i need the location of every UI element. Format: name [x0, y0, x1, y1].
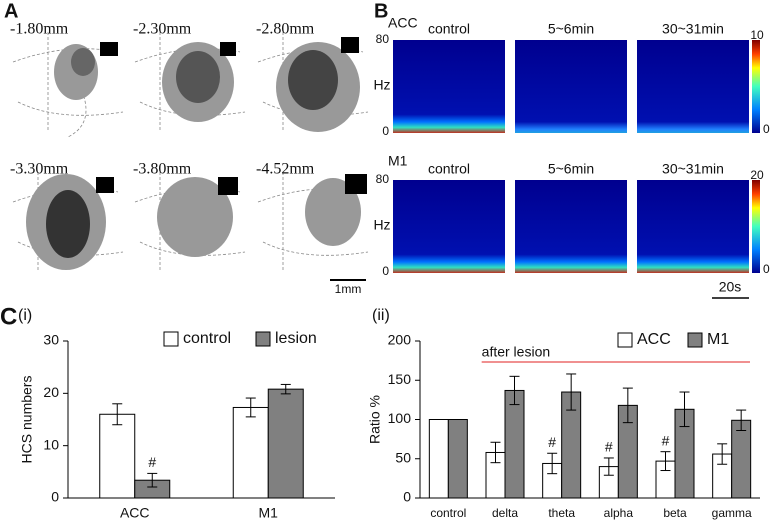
- column-label: 30~31min: [662, 161, 724, 177]
- column-label: 5~6min: [548, 21, 594, 37]
- y-tick-label: 0: [51, 489, 59, 505]
- annotation: #: [605, 439, 613, 455]
- spectrogram: [393, 180, 505, 273]
- y-axis-label: Ratio %: [367, 395, 383, 444]
- column-label: 5~6min: [548, 161, 594, 177]
- chart-label: (i): [18, 307, 32, 324]
- annotation: #: [662, 432, 670, 448]
- y-tick-label: 150: [388, 371, 412, 387]
- atlas-tiles: [12, 32, 369, 272]
- section-label: -1.80mm: [10, 21, 69, 38]
- spectrogram: [393, 40, 505, 133]
- bar: [232, 406, 269, 499]
- colorbar-label: 20: [750, 168, 764, 182]
- annotation: #: [548, 434, 556, 450]
- section-label: -4.52mm: [256, 161, 315, 178]
- y-tick-label: 0: [382, 264, 389, 278]
- legend-label: lesion: [275, 330, 317, 347]
- x-tick-label: delta: [492, 506, 518, 520]
- column-label: control: [428, 161, 470, 177]
- spectrogram: [637, 180, 749, 273]
- column-label: 30~31min: [662, 21, 724, 37]
- column-label: control: [428, 21, 470, 37]
- y-tick-label: 20: [43, 384, 59, 400]
- y-tick-label: 80: [376, 172, 390, 186]
- x-tick-label: ACC: [120, 505, 150, 521]
- colorbar-label: 0: [763, 262, 770, 276]
- x-tick-label: control: [430, 506, 466, 520]
- bar: [428, 419, 449, 499]
- y-tick-label: 0: [382, 124, 389, 138]
- spectrogram: [637, 40, 749, 133]
- colorbar: [752, 180, 760, 273]
- y-axis-label: Hz: [373, 77, 390, 93]
- legend-swatch: [687, 332, 703, 348]
- y-tick-label: 200: [388, 332, 412, 348]
- panel-letter: A: [4, 0, 18, 22]
- panel-letter: C: [0, 303, 17, 330]
- section-label: -3.80mm: [133, 161, 192, 178]
- colorbar: [752, 40, 760, 133]
- legend-swatch: [255, 331, 271, 347]
- spectrogram: [515, 40, 627, 133]
- region-label: M1: [388, 153, 408, 169]
- section-label: -2.80mm: [256, 21, 315, 38]
- x-tick-label: beta: [663, 506, 687, 520]
- legend-label: M1: [707, 331, 729, 348]
- legend-swatch: [617, 332, 633, 348]
- panel-letter: B: [374, 0, 388, 22]
- bar: [447, 419, 468, 499]
- y-tick-label: 80: [376, 32, 390, 46]
- annotation: #: [148, 454, 156, 470]
- region-label: ACC: [388, 15, 418, 31]
- scale-label: 1mm: [335, 282, 362, 296]
- section-label: -3.30mm: [10, 161, 69, 178]
- bar: [504, 389, 525, 499]
- y-tick-label: 100: [388, 410, 412, 426]
- y-tick-label: 50: [395, 449, 411, 465]
- y-axis-label: Hz: [373, 217, 390, 233]
- scale-label: 20s: [719, 279, 742, 295]
- x-tick-label: M1: [259, 505, 279, 521]
- colorbar-label: 10: [750, 28, 764, 42]
- colorbar-label: 0: [763, 122, 770, 136]
- bar: [99, 413, 136, 499]
- section-label: -2.30mm: [133, 21, 192, 38]
- bar: [267, 388, 304, 499]
- bar: [731, 419, 752, 499]
- bracket-label: after lesion: [482, 344, 550, 360]
- x-tick-label: gamma: [712, 506, 752, 520]
- x-tick-label: theta: [548, 506, 575, 520]
- y-tick-label: 30: [43, 332, 59, 348]
- spectrograms: [393, 40, 760, 273]
- legend-label: ACC: [637, 331, 671, 348]
- y-axis-label: HCS numbers: [19, 376, 35, 464]
- chart-label: (ii): [372, 307, 390, 324]
- spectrogram: [515, 180, 627, 273]
- legend-label: control: [183, 330, 231, 347]
- y-tick-label: 10: [43, 436, 59, 452]
- y-tick-label: 0: [403, 489, 411, 505]
- legend-swatch: [163, 331, 179, 347]
- x-tick-label: alpha: [604, 506, 634, 520]
